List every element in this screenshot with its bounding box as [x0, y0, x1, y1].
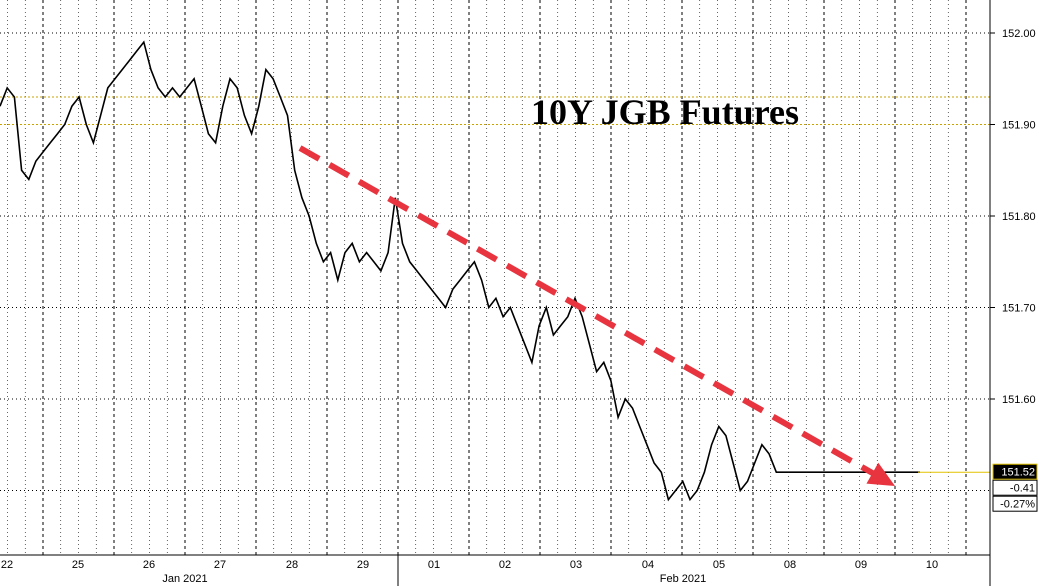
x-tick-label: 26 [143, 559, 155, 571]
last-value-box-pct [992, 495, 1038, 512]
y-tick-label: 151.90 [1002, 120, 1036, 132]
x-tick-label: 03 [570, 559, 582, 571]
grid [0, 0, 990, 555]
series-line [0, 40, 920, 502]
x-tick-label: 01 [428, 559, 440, 571]
x-tick-label: 25 [72, 559, 84, 571]
trend-arrow-line [298, 145, 885, 482]
last-value-labels: 151.52 -0.41 -0.27% [992, 463, 1038, 512]
last-value-pct: -0.27% [1000, 499, 1035, 511]
series [0, 40, 990, 502]
last-value-price: 151.52 [1001, 467, 1035, 479]
chart-title: 10Y JGB Futures [531, 92, 799, 132]
y-tick-label: 151.70 [1002, 303, 1036, 315]
y-tick-label: 151.80 [1002, 211, 1036, 223]
x-tick-label: 05 [713, 559, 725, 571]
last-value-box-price [992, 463, 1038, 480]
x-tick-label: 29 [357, 559, 369, 571]
month-label: Feb 2021 [660, 573, 706, 585]
y-tick-label: 151.60 [1002, 394, 1036, 406]
trend-arrow [298, 145, 895, 486]
x-tick-label: 28 [286, 559, 298, 571]
last-value-box-change [992, 479, 1038, 496]
x-tick-label: 27 [214, 559, 226, 571]
x-tick-label: 09 [855, 559, 867, 571]
month-label: Jan 2021 [162, 573, 207, 585]
x-tick-label: 10 [926, 559, 938, 571]
y-tick-label: 152.00 [1002, 28, 1036, 40]
last-value-change: -0.41 [1010, 483, 1035, 495]
x-tick-label: 02 [499, 559, 511, 571]
x-tick-label: 04 [642, 559, 654, 571]
trend-arrow-head [866, 462, 895, 486]
x-tick-label: 08 [784, 559, 796, 571]
x-tick-label: 22 [1, 559, 13, 571]
